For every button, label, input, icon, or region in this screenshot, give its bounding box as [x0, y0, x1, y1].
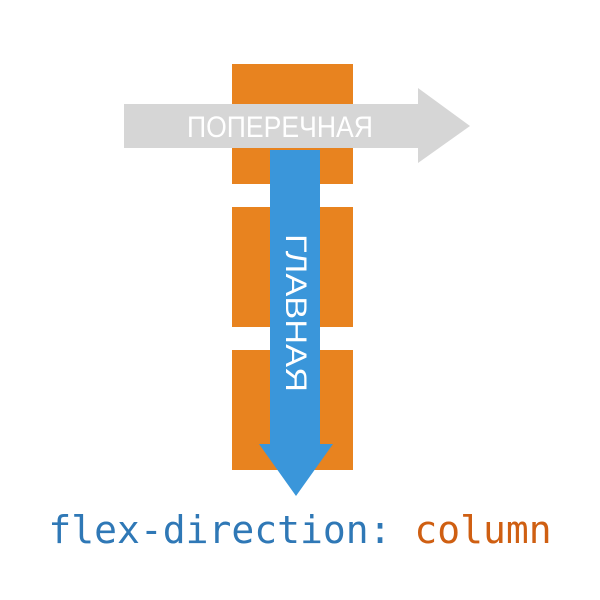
css-property-name: flex-direction: [48, 508, 392, 552]
flex-direction-caption: flex-direction: column [0, 508, 600, 552]
css-property-value: column [414, 508, 552, 552]
cross-axis-arrow [124, 88, 470, 163]
cross-axis-label: ПОПЕРЕЧНАЯ [187, 111, 373, 144]
main-axis-arrow [259, 150, 333, 496]
main-axis-label: ГЛАВНАЯ [279, 234, 312, 392]
